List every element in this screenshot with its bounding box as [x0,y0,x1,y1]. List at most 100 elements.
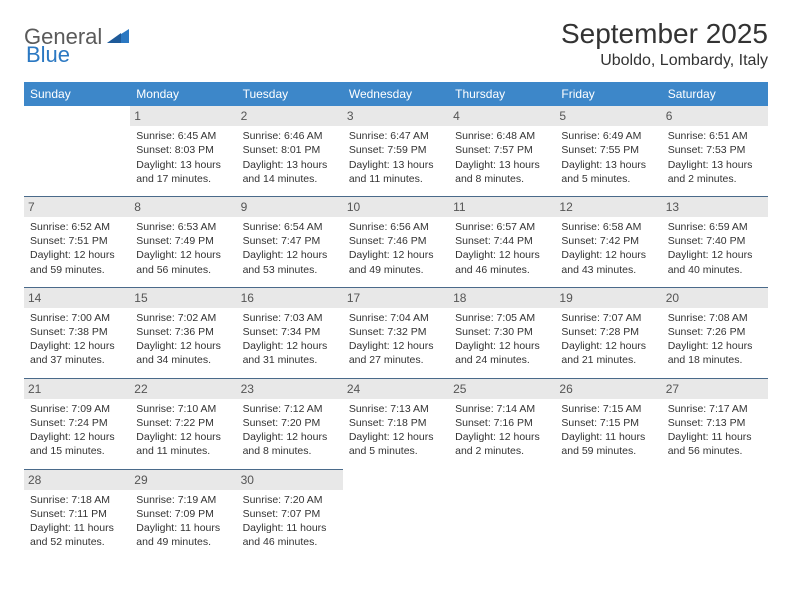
day-daylight2-text: and 27 minutes. [349,353,443,367]
calendar-week-row: 21Sunrise: 7:09 AMSunset: 7:24 PMDayligh… [24,378,768,469]
day-daylight2-text: and 31 minutes. [243,353,337,367]
day-daylight2-text: and 56 minutes. [668,444,762,458]
day-sunrise-text: Sunrise: 6:54 AM [243,220,337,234]
day-sunset-text: Sunset: 7:26 PM [668,325,762,339]
day-cell: 7 Sunrise: 6:52 AMSunset: 7:51 PMDaylight… [24,196,130,287]
calendar-week-row: 28Sunrise: 7:18 AMSunset: 7:11 PMDayligh… [24,469,768,559]
day-number: 21 [24,379,130,399]
day-number: 8 [130,197,236,217]
day-cell: 3Sunrise: 6:47 AMSunset: 7:59 PMDaylight… [343,106,449,196]
day-sun-info: Sunrise: 7:17 AMSunset: 7:13 PMDaylight:… [668,402,762,459]
day-cell: 5Sunrise: 6:49 AMSunset: 7:55 PMDaylight… [555,106,661,196]
day-daylight2-text: and 52 minutes. [30,535,124,549]
day-cell: 6Sunrise: 6:51 AMSunset: 7:53 PMDaylight… [662,106,768,196]
day-number: 11 [449,197,555,217]
day-daylight2-text: and 59 minutes. [30,263,124,277]
day-cell: 28Sunrise: 7:18 AMSunset: 7:11 PMDayligh… [24,469,130,559]
day-sun-info: Sunrise: 6:52 AMSunset: 7:51 PMDaylight:… [30,220,124,277]
day-sun-info: Sunrise: 6:51 AMSunset: 7:53 PMDaylight:… [668,129,762,186]
day-number: 1 [130,106,236,126]
day-cell: 4Sunrise: 6:48 AMSunset: 7:57 PMDaylight… [449,106,555,196]
day-daylight2-text: and 46 minutes. [455,263,549,277]
day-daylight2-text: and 37 minutes. [30,353,124,367]
day-sunset-text: Sunset: 7:30 PM [455,325,549,339]
day-number: 16 [237,288,343,308]
day-number: 15 [130,288,236,308]
day-cell: 13Sunrise: 6:59 AMSunset: 7:40 PMDayligh… [662,196,768,287]
day-daylight1-text: Daylight: 12 hours [455,248,549,262]
day-number: 14 [24,288,130,308]
day-sunrise-text: Sunrise: 7:10 AM [136,402,230,416]
day-number: 20 [662,288,768,308]
day-cell: 19Sunrise: 7:07 AMSunset: 7:28 PMDayligh… [555,287,661,378]
day-daylight1-text: Daylight: 12 hours [455,430,549,444]
weekday-header: Thursday [449,82,555,106]
day-sunrise-text: Sunrise: 7:02 AM [136,311,230,325]
day-sunrise-text: Sunrise: 7:08 AM [668,311,762,325]
day-daylight1-text: Daylight: 12 hours [349,339,443,353]
day-daylight2-text: and 18 minutes. [668,353,762,367]
empty-day-cell [662,469,768,559]
title-block: September 2025 Uboldo, Lombardy, Italy [561,18,768,70]
day-daylight2-text: and 49 minutes. [349,263,443,277]
weekday-header: Wednesday [343,82,449,106]
day-cell: 25Sunrise: 7:14 AMSunset: 7:16 PMDayligh… [449,378,555,469]
day-number: 7 [24,197,130,217]
day-sun-info: Sunrise: 7:00 AMSunset: 7:38 PMDaylight:… [30,311,124,368]
day-daylight1-text: Daylight: 13 hours [243,158,337,172]
day-daylight2-text: and 43 minutes. [561,263,655,277]
weekday-header: Sunday [24,82,130,106]
day-cell: 16 Sunrise: 7:03 AMSunset: 7:34 PMDayligh… [237,287,343,378]
day-number: 29 [130,470,236,490]
day-cell: 23Sunrise: 7:12 AMSunset: 7:20 PMDayligh… [237,378,343,469]
day-daylight2-text: and 11 minutes. [136,444,230,458]
day-daylight2-text: and 53 minutes. [243,263,337,277]
day-sun-info: Sunrise: 6:54 AMSunset: 7:47 PMDaylight:… [243,220,337,277]
brand-name-part2: Blue [26,42,70,67]
day-cell: 14 Sunrise: 7:00 AMSunset: 7:38 PMDayligh… [24,287,130,378]
day-number: 9 [237,197,343,217]
day-daylight1-text: Daylight: 12 hours [30,430,124,444]
calendar-body: 1Sunrise: 6:45 AMSunset: 8:03 PMDaylight… [24,106,768,559]
weekday-header-row: Sunday Monday Tuesday Wednesday Thursday… [24,82,768,106]
day-sun-info: Sunrise: 7:18 AMSunset: 7:11 PMDaylight:… [30,493,124,550]
day-sun-info: Sunrise: 7:03 AMSunset: 7:34 PMDaylight:… [243,311,337,368]
day-daylight1-text: Daylight: 12 hours [561,248,655,262]
day-sunrise-text: Sunrise: 6:52 AM [30,220,124,234]
day-sunset-text: Sunset: 7:16 PM [455,416,549,430]
empty-day-cell [24,106,130,196]
calendar-page: General September 2025 Uboldo, Lombardy,… [0,0,792,583]
day-sun-info: Sunrise: 6:57 AMSunset: 7:44 PMDaylight:… [455,220,549,277]
day-daylight2-text: and 56 minutes. [136,263,230,277]
calendar-week-row: 1Sunrise: 6:45 AMSunset: 8:03 PMDaylight… [24,106,768,196]
empty-day-cell [343,469,449,559]
day-number: 30 [237,470,343,490]
day-daylight1-text: Daylight: 12 hours [30,248,124,262]
day-sunset-text: Sunset: 7:57 PM [455,143,549,157]
day-sunrise-text: Sunrise: 7:05 AM [455,311,549,325]
day-cell: 12Sunrise: 6:58 AMSunset: 7:42 PMDayligh… [555,196,661,287]
day-sunset-text: Sunset: 7:47 PM [243,234,337,248]
day-cell: 30Sunrise: 7:20 AMSunset: 7:07 PMDayligh… [237,469,343,559]
day-sunset-text: Sunset: 7:36 PM [136,325,230,339]
day-daylight2-text: and 5 minutes. [561,172,655,186]
day-daylight2-text: and 14 minutes. [243,172,337,186]
day-daylight2-text: and 34 minutes. [136,353,230,367]
day-number: 26 [555,379,661,399]
day-number: 12 [555,197,661,217]
day-daylight1-text: Daylight: 11 hours [561,430,655,444]
day-daylight2-text: and 59 minutes. [561,444,655,458]
day-sun-info: Sunrise: 6:47 AMSunset: 7:59 PMDaylight:… [349,129,443,186]
day-sunrise-text: Sunrise: 6:58 AM [561,220,655,234]
day-daylight1-text: Daylight: 12 hours [243,339,337,353]
day-cell: 9 Sunrise: 6:54 AMSunset: 7:47 PMDaylight… [237,196,343,287]
day-sunrise-text: Sunrise: 6:45 AM [136,129,230,143]
day-sunrise-text: Sunrise: 7:14 AM [455,402,549,416]
day-sun-info: Sunrise: 7:05 AMSunset: 7:30 PMDaylight:… [455,311,549,368]
day-daylight2-text: and 5 minutes. [349,444,443,458]
day-sun-info: Sunrise: 7:15 AMSunset: 7:15 PMDaylight:… [561,402,655,459]
day-number: 22 [130,379,236,399]
day-number: 18 [449,288,555,308]
month-title: September 2025 [561,18,768,50]
day-cell: 15Sunrise: 7:02 AMSunset: 7:36 PMDayligh… [130,287,236,378]
